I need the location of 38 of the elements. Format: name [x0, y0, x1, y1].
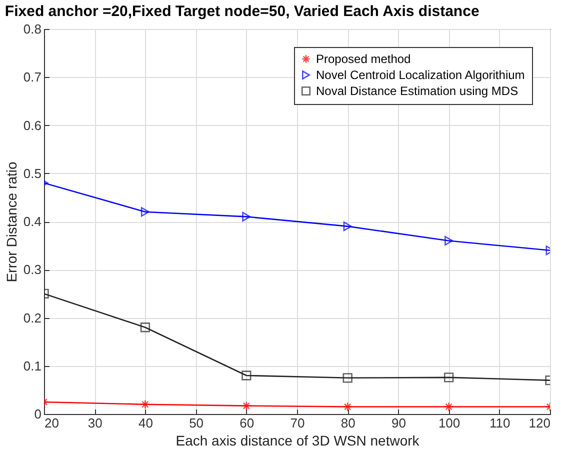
y-tick-label: 0.8 [23, 22, 42, 36]
point [140, 207, 150, 217]
x-tick-label: 50 [189, 416, 204, 430]
y-tick-label: 0.7 [23, 70, 42, 85]
y-tick-label: 0.5 [23, 166, 42, 181]
y-tick-label: 0.4 [23, 214, 42, 229]
point [242, 400, 252, 411]
point [140, 400, 150, 410]
x-tick-label: 20 [44, 416, 59, 430]
y-axis-title: Error Distance ratio [3, 161, 20, 282]
x-tick-label: 80 [340, 416, 356, 430]
x-tick-label: 40 [138, 416, 153, 430]
point [343, 221, 352, 232]
x-tick-label: 110 [490, 416, 510, 430]
x-tick-label: 30 [88, 416, 102, 430]
point [342, 402, 352, 412]
x-tick-label: 100 [438, 416, 460, 430]
chart-title: Fixed anchor =20,Fixed Target node=50, Varied Each Axis distance [4, 3, 480, 20]
x-tick-label: 120 [528, 416, 550, 430]
point [242, 370, 252, 380]
y-tick-label: 0.6 [23, 118, 42, 133]
x-tick-label: 90 [391, 416, 406, 430]
point [444, 372, 454, 382]
point [342, 373, 352, 383]
y-tick-label: 0 [34, 406, 42, 422]
y-tick-label: 0.3 [23, 262, 42, 278]
y-tick-label: 0.1 [23, 358, 42, 374]
legend-label: Proposed method [316, 52, 411, 66]
legend-label: Noval Distance Estimation using MDS [316, 84, 518, 98]
point [444, 402, 454, 412]
legend-label: Novel Centroid Localization Algorithium [316, 68, 525, 82]
point [444, 236, 454, 246]
x-tick-label: 60 [240, 416, 254, 430]
y-tick-label: 0.2 [23, 310, 42, 326]
x-tick-label: 70 [290, 416, 305, 430]
point [140, 322, 150, 332]
point [242, 212, 251, 222]
x-axis-title: Each axis distance of 3D WSN network [176, 432, 420, 448]
